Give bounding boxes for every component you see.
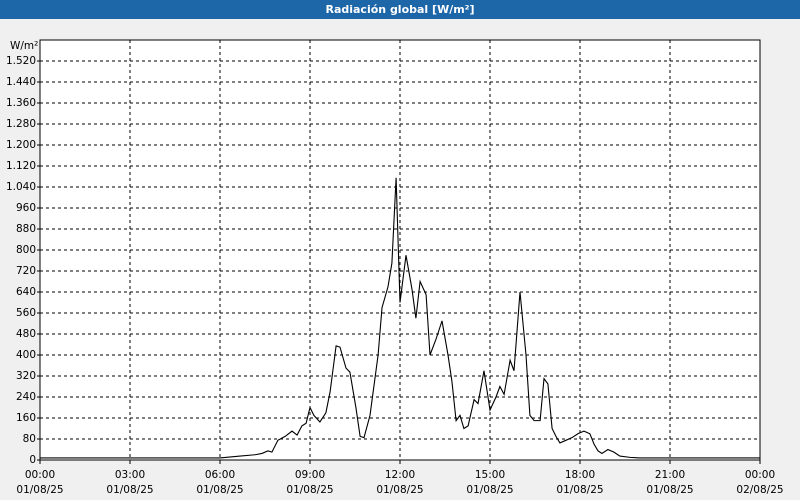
y-tick-label: 1.520 bbox=[6, 55, 36, 67]
x-tick-label: 01/08/25 bbox=[376, 484, 423, 496]
x-tick-label: 01/08/25 bbox=[16, 484, 63, 496]
y-tick-label: 1.040 bbox=[6, 181, 36, 193]
x-tick-label: 01/08/25 bbox=[196, 484, 243, 496]
y-tick-label: 1.200 bbox=[6, 139, 36, 151]
y-tick-label: 1.360 bbox=[6, 97, 36, 109]
x-tick-label: 03:00 bbox=[115, 469, 145, 481]
y-tick-label: 1.280 bbox=[6, 118, 36, 130]
y-tick-label: 0 bbox=[29, 454, 36, 466]
y-tick-label: 480 bbox=[16, 328, 36, 340]
x-tick-label: 15:00 bbox=[475, 469, 505, 481]
x-tick-label: 21:00 bbox=[655, 469, 685, 481]
y-tick-label: 240 bbox=[16, 391, 36, 403]
y-tick-label: 640 bbox=[16, 286, 36, 298]
x-tick-label: 01/08/25 bbox=[106, 484, 153, 496]
data-line bbox=[40, 177, 760, 459]
title-bar bbox=[0, 0, 800, 19]
y-tick-label: 800 bbox=[16, 244, 36, 256]
x-tick-label: 01/08/25 bbox=[466, 484, 513, 496]
y-tick-label: 400 bbox=[16, 349, 36, 361]
chart-title: Radiación global [W/m²] bbox=[325, 3, 474, 16]
x-tick-label: 01/08/25 bbox=[286, 484, 333, 496]
x-tick-label: 12:00 bbox=[385, 469, 415, 481]
y-axis-label: W/m² bbox=[10, 40, 38, 52]
x-tick-label: 02/08/25 bbox=[736, 484, 783, 496]
y-tick-label: 1.440 bbox=[6, 76, 36, 88]
y-tick-label: 80 bbox=[23, 433, 36, 445]
y-tick-label: 320 bbox=[16, 370, 36, 382]
x-tick-label: 00:00 bbox=[25, 469, 55, 481]
x-tick-label: 09:00 bbox=[295, 469, 325, 481]
y-tick-label: 1.120 bbox=[6, 160, 36, 172]
x-tick-label: 01/08/25 bbox=[556, 484, 603, 496]
x-tick-label: 01/08/25 bbox=[646, 484, 693, 496]
x-tick-label: 00:00 bbox=[745, 469, 775, 481]
y-tick-label: 160 bbox=[16, 412, 36, 424]
y-tick-label: 720 bbox=[16, 265, 36, 277]
y-tick-label: 560 bbox=[16, 307, 36, 319]
x-tick-label: 06:00 bbox=[205, 469, 235, 481]
y-tick-label: 880 bbox=[16, 223, 36, 235]
x-tick-label: 18:00 bbox=[565, 469, 595, 481]
y-tick-label: 960 bbox=[16, 202, 36, 214]
